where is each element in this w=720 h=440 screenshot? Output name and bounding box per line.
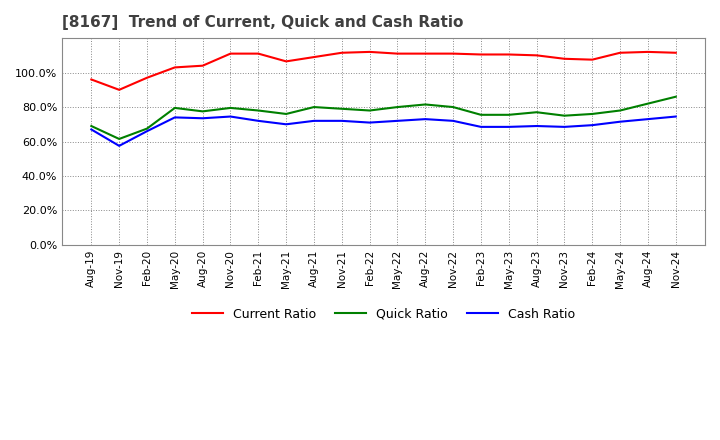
Cash Ratio	[616, 119, 624, 125]
Quick Ratio	[616, 108, 624, 113]
Current Ratio	[393, 51, 402, 56]
Cash Ratio	[254, 118, 263, 124]
Quick Ratio	[171, 105, 179, 110]
Quick Ratio	[560, 113, 569, 118]
Quick Ratio	[338, 106, 346, 111]
Cash Ratio	[338, 118, 346, 124]
Cash Ratio	[588, 122, 597, 128]
Current Ratio	[449, 51, 457, 56]
Cash Ratio	[171, 115, 179, 120]
Current Ratio	[644, 49, 652, 55]
Cash Ratio	[644, 117, 652, 122]
Current Ratio	[588, 57, 597, 62]
Current Ratio	[616, 50, 624, 55]
Quick Ratio	[588, 111, 597, 117]
Line: Quick Ratio: Quick Ratio	[91, 97, 676, 139]
Current Ratio	[421, 51, 430, 56]
Quick Ratio	[87, 123, 96, 128]
Cash Ratio	[393, 118, 402, 124]
Current Ratio	[310, 55, 318, 60]
Current Ratio	[505, 52, 513, 57]
Current Ratio	[532, 53, 541, 58]
Cash Ratio	[560, 124, 569, 129]
Quick Ratio	[310, 104, 318, 110]
Current Ratio	[115, 87, 124, 92]
Quick Ratio	[644, 101, 652, 106]
Current Ratio	[87, 77, 96, 82]
Quick Ratio	[226, 105, 235, 110]
Cash Ratio	[282, 121, 290, 127]
Quick Ratio	[198, 109, 207, 114]
Quick Ratio	[532, 110, 541, 115]
Cash Ratio	[310, 118, 318, 124]
Cash Ratio	[115, 143, 124, 148]
Cash Ratio	[365, 120, 374, 125]
Current Ratio	[171, 65, 179, 70]
Cash Ratio	[672, 114, 680, 119]
Quick Ratio	[505, 112, 513, 117]
Cash Ratio	[143, 128, 151, 134]
Line: Cash Ratio: Cash Ratio	[91, 117, 676, 146]
Cash Ratio	[477, 124, 485, 129]
Legend: Current Ratio, Quick Ratio, Cash Ratio: Current Ratio, Quick Ratio, Cash Ratio	[187, 303, 580, 326]
Text: [8167]  Trend of Current, Quick and Cash Ratio: [8167] Trend of Current, Quick and Cash …	[62, 15, 464, 30]
Current Ratio	[143, 75, 151, 81]
Cash Ratio	[449, 118, 457, 124]
Cash Ratio	[226, 114, 235, 119]
Cash Ratio	[198, 116, 207, 121]
Current Ratio	[226, 51, 235, 56]
Quick Ratio	[365, 108, 374, 113]
Cash Ratio	[421, 117, 430, 122]
Line: Current Ratio: Current Ratio	[91, 52, 676, 90]
Quick Ratio	[449, 104, 457, 110]
Quick Ratio	[282, 111, 290, 117]
Current Ratio	[282, 59, 290, 64]
Cash Ratio	[532, 123, 541, 128]
Current Ratio	[477, 52, 485, 57]
Current Ratio	[365, 49, 374, 55]
Current Ratio	[672, 50, 680, 55]
Cash Ratio	[505, 124, 513, 129]
Quick Ratio	[143, 126, 151, 131]
Cash Ratio	[87, 127, 96, 132]
Quick Ratio	[421, 102, 430, 107]
Quick Ratio	[477, 112, 485, 117]
Quick Ratio	[254, 108, 263, 113]
Current Ratio	[198, 63, 207, 68]
Current Ratio	[560, 56, 569, 62]
Current Ratio	[254, 51, 263, 56]
Current Ratio	[338, 50, 346, 55]
Quick Ratio	[115, 136, 124, 142]
Quick Ratio	[672, 94, 680, 99]
Quick Ratio	[393, 104, 402, 110]
